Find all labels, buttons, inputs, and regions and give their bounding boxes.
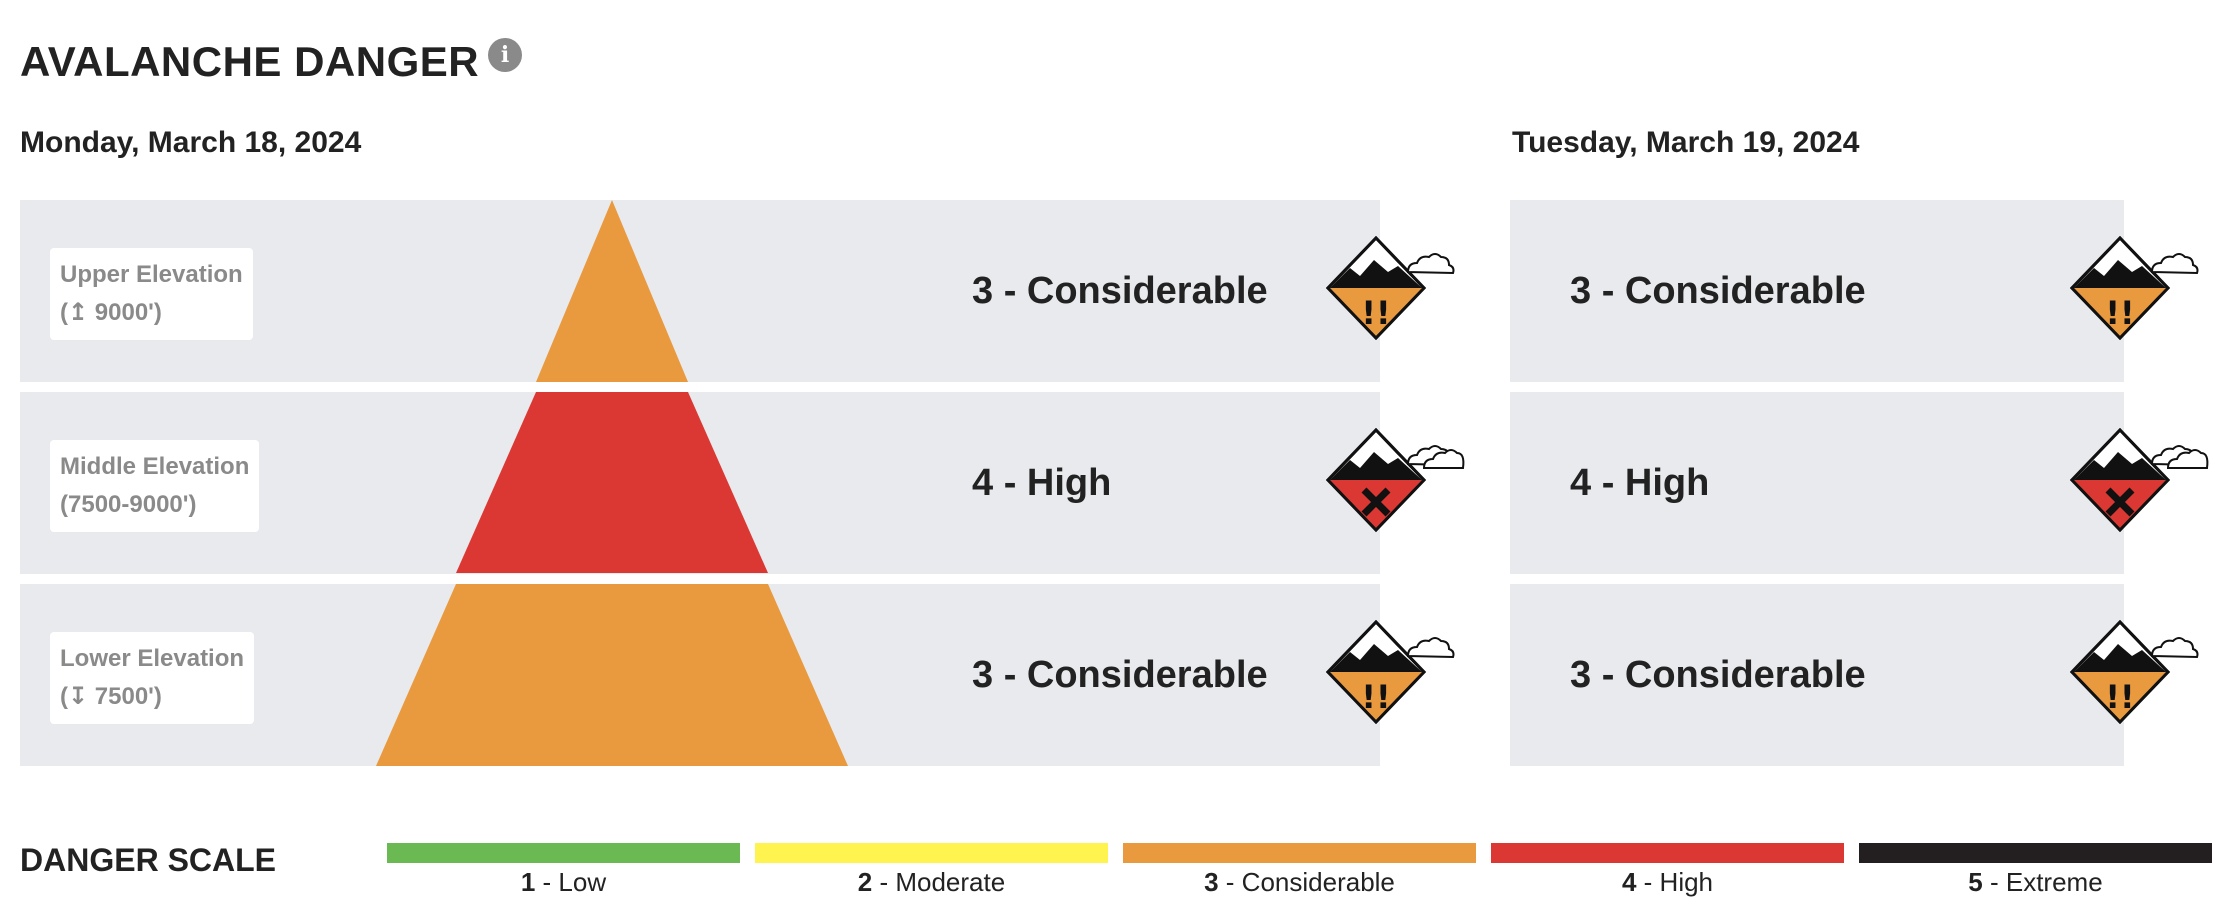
scale-bar-high [1491, 843, 1844, 863]
today-upper-row: Upper Elevation (↥ 9000') 3 - Considerab… [20, 200, 1380, 382]
today-middle-rating: 4 - High [972, 462, 1112, 504]
high-danger-icon [2070, 428, 2209, 533]
high-danger-icon [1326, 428, 1465, 533]
today-lower-rating: 3 - Considerable [972, 654, 1268, 696]
svg-text:!!: !! [1361, 294, 1390, 332]
scale-item-high: 4 - High [1491, 843, 1844, 898]
tomorrow-lower-rating: 3 - Considerable [1570, 654, 1866, 696]
today-middle-row: Middle Elevation (7500-9000') 4 - High [20, 392, 1380, 574]
considerable-danger-icon: !! [2070, 236, 2199, 341]
day-label-tomorrow: Tuesday, March 19, 2024 [1512, 126, 1860, 159]
tomorrow-lower-row: 3 - Considerable [1510, 584, 2124, 766]
scale-label-extreme: 5 - Extreme [1968, 867, 2103, 897]
scale-item-considerable: 3 - Considerable [1123, 843, 1476, 898]
scale-label-considerable: 3 - Considerable [1204, 867, 1395, 897]
considerable-danger-icon: !! [2070, 620, 2199, 725]
scale-bar-extreme [1859, 843, 2212, 863]
middle-elevation-label: Middle Elevation (7500-9000') [50, 440, 260, 532]
scale-bar-moderate [755, 843, 1108, 863]
svg-text:!!: !! [1361, 678, 1390, 716]
today-lower-row: Lower Elevation (↧ 7500') 3 - Considerab… [20, 584, 1380, 766]
considerable-danger-icon: !! [1326, 236, 1455, 341]
svg-text:!!: !! [2105, 678, 2134, 716]
scale-label-low: 1 - Low [520, 867, 607, 897]
scale-label-moderate: 2 - Moderate [857, 867, 1006, 897]
scale-label-high: 4 - High [1621, 867, 1714, 897]
scale-bar-considerable [1123, 843, 1476, 863]
danger-scale-title: DANGER SCALE [20, 842, 277, 878]
tomorrow-middle-row: 4 - High [1510, 392, 2124, 574]
scale-item-moderate: 2 - Moderate [755, 843, 1108, 898]
info-icon[interactable]: i [488, 38, 522, 72]
tomorrow-middle-rating: 4 - High [1570, 462, 1710, 504]
page-title: AVALANCHE DANGER [20, 38, 480, 85]
svg-text:!!: !! [2105, 294, 2134, 332]
tomorrow-upper-rating: 3 - Considerable [1570, 270, 1866, 312]
tomorrow-upper-row: 3 - Considerable [1510, 200, 2124, 382]
considerable-danger-icon: !! [1326, 620, 1455, 725]
upper-elevation-label: Upper Elevation (↥ 9000') [50, 248, 253, 340]
today-upper-rating: 3 - Considerable [972, 270, 1268, 312]
scale-item-low: 1 - Low [387, 843, 740, 898]
lower-elevation-label: Lower Elevation (↧ 7500') [50, 632, 255, 724]
day-label-today: Monday, March 18, 2024 [20, 126, 362, 159]
scale-item-extreme: 5 - Extreme [1859, 843, 2212, 898]
scale-bar-low [387, 843, 740, 863]
